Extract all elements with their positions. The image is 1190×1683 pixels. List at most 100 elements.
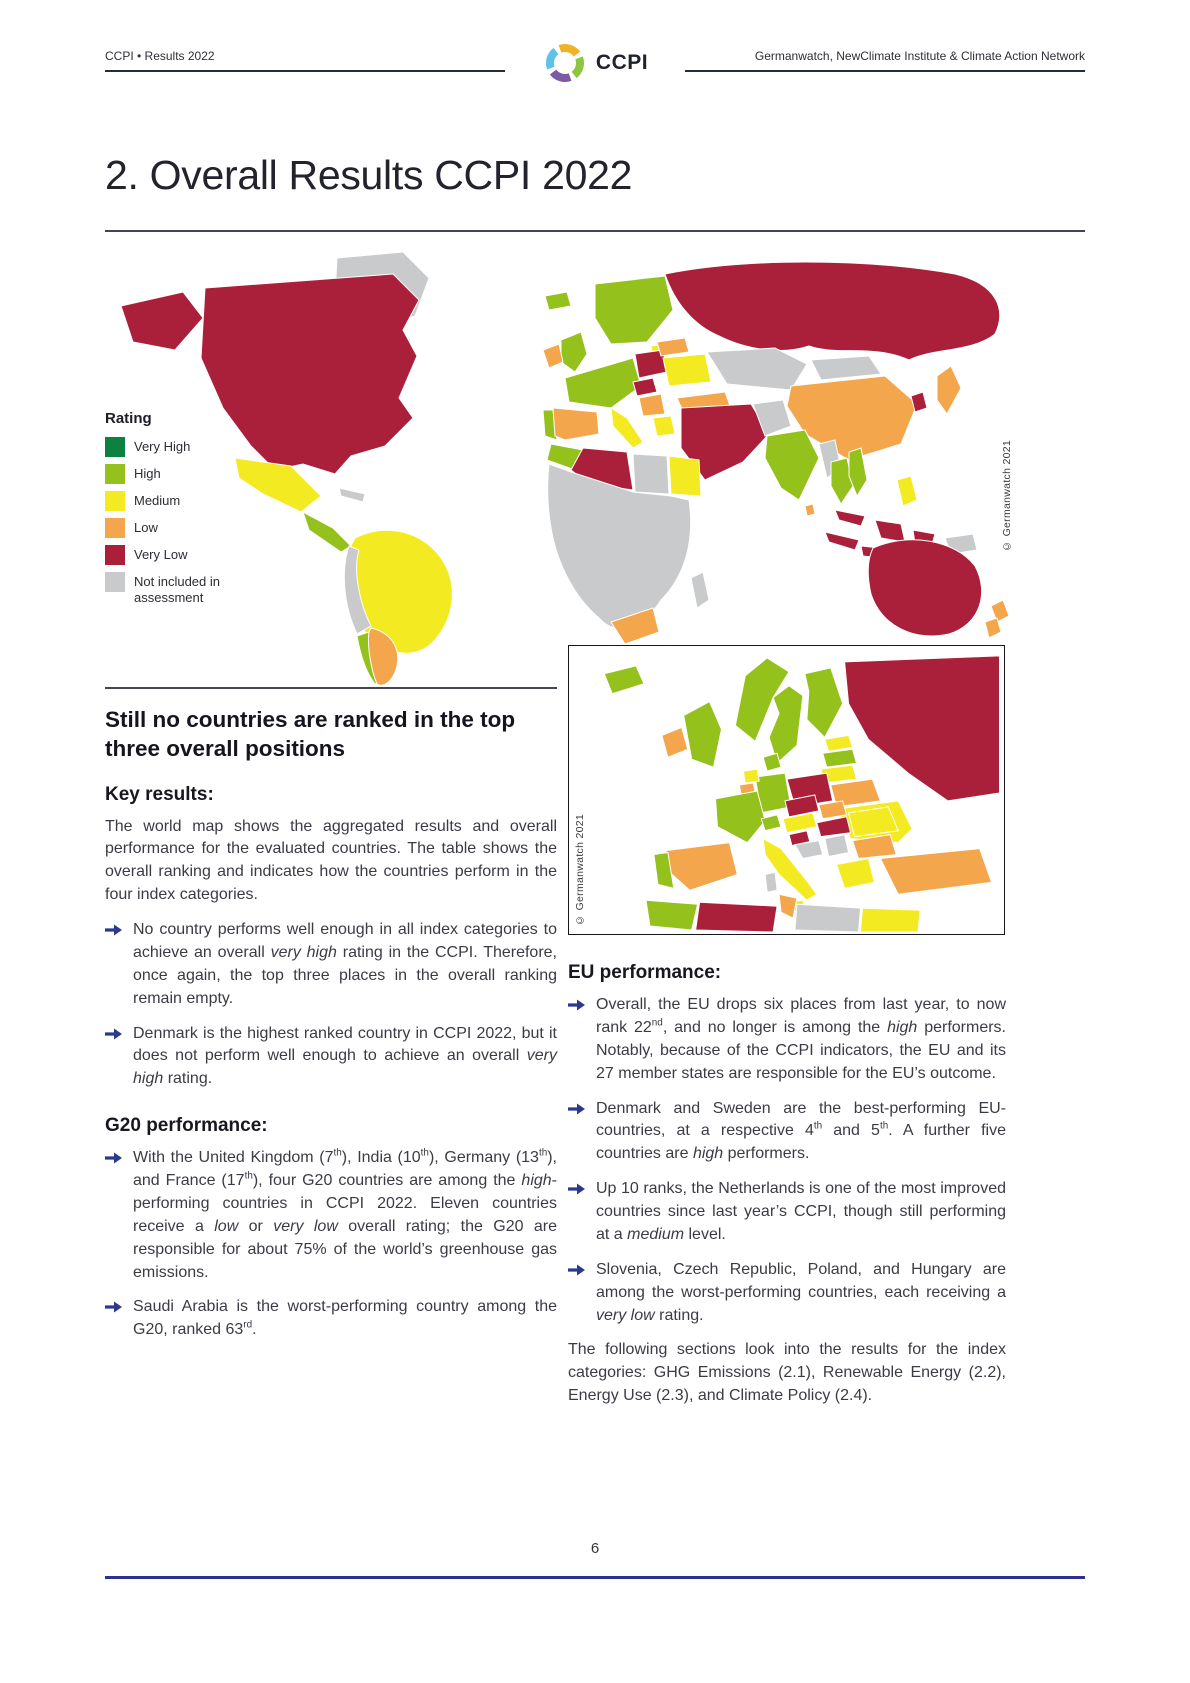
arrow-bullet-icon (568, 999, 585, 1011)
section-heading: Still no countries are ranked in the top… (105, 707, 516, 761)
country-south-korea (910, 391, 928, 413)
legend-swatch-not-included (105, 572, 125, 592)
legend-swatch-very-low (105, 545, 125, 565)
bullet-text: Saudi Arabia is the worst-performing cou… (133, 1298, 557, 1339)
country-china (786, 375, 918, 461)
key-results-intro: The world map shows the aggregated resul… (105, 817, 557, 904)
country-libya (794, 903, 862, 933)
bullet-item: Up 10 ranks, the Netherlands is one of t… (568, 1178, 1006, 1247)
country-spain (552, 407, 600, 441)
bullet-text: Up 10 ranks, the Netherlands is one of t… (596, 1180, 1006, 1243)
europe-map-copyright: © Germanwatch 2021 (574, 814, 586, 926)
country-hungary (816, 816, 852, 838)
region-central-america (302, 510, 352, 553)
country-ireland (542, 343, 564, 369)
country-india (764, 429, 820, 501)
country-turkey (879, 848, 993, 895)
island-sumatra (824, 531, 860, 551)
region-balkans (638, 393, 666, 417)
country-sri-lanka (804, 503, 816, 517)
eu-bullets: Overall, the EU drops six places from la… (568, 994, 1006, 1327)
bullet-item: Denmark and Sweden are the best-performi… (568, 1098, 1006, 1167)
country-switzerland (760, 814, 782, 832)
country-italy (762, 837, 818, 901)
country-norway (734, 657, 790, 743)
bullet-item: Overall, the EU drops six places from la… (568, 994, 1006, 1086)
legend-swatch-high (105, 464, 125, 484)
europe-map (603, 655, 1001, 933)
arrow-bullet-icon (105, 1152, 122, 1164)
country-serbia (824, 834, 850, 858)
bullet-text: Overall, the EU drops six places from la… (596, 996, 1006, 1082)
country-russia (844, 655, 1001, 802)
country-cuba (338, 487, 366, 503)
g20-heading: G20 performance: (105, 1115, 268, 1137)
legend-item: Low (105, 518, 255, 538)
country-netherlands (742, 768, 760, 784)
country-sweden (768, 685, 804, 765)
legend-item: Not included in assessment (105, 572, 255, 607)
rating-legend: Rating Very High High Medium Low Very Lo… (105, 410, 255, 614)
bullet-item: Saudi Arabia is the worst-performing cou… (105, 1296, 557, 1342)
arrow-bullet-icon (105, 1028, 122, 1040)
country-belarus (830, 778, 882, 808)
country-bulgaria (851, 834, 897, 860)
country-slovakia (818, 800, 848, 820)
header-left-text: CCPI • Results 2022 (105, 49, 505, 72)
country-portugal (653, 852, 675, 889)
country-denmark (762, 752, 782, 772)
bullet-text: Denmark and Sweden are the best-performi… (596, 1099, 1007, 1163)
legend-swatch-low (105, 518, 125, 538)
key-results-bullets: No country performs well enough in all i… (105, 919, 557, 1091)
country-malaysia (834, 509, 866, 527)
country-finland (804, 667, 844, 739)
bullet-item: Denmark is the highest ranked country in… (105, 1023, 557, 1092)
country-tunisia (778, 893, 798, 919)
bullet-item: With the United Kingdom (7th), India (10… (105, 1147, 557, 1284)
region-ukraine-romania (662, 353, 712, 387)
island-madagascar (690, 571, 710, 609)
bullet-text: With the United Kingdom (7th), India (10… (133, 1147, 558, 1281)
arrow-bullet-icon (105, 924, 122, 936)
ccpi-logo-text: CCPI (595, 51, 649, 74)
legend-item: High (105, 464, 255, 484)
legend-label: Low (134, 520, 158, 535)
legend-item: Very High (105, 437, 255, 457)
bullet-text: Denmark is the highest ranked country in… (133, 1024, 557, 1088)
world-map-copyright: © Germanwatch 2021 (1001, 440, 1013, 552)
legend-item: Very Low (105, 545, 255, 565)
region-usa-canada (200, 273, 420, 475)
world-map-section: Rating Very High High Medium Low Very Lo… (105, 250, 1085, 688)
bullet-item: Slovenia, Czech Republic, Poland, and Hu… (568, 1259, 1006, 1328)
footer-rule (105, 1576, 1085, 1579)
island-borneo (874, 519, 906, 543)
country-greece (836, 857, 875, 889)
country-spain (665, 842, 738, 891)
page-title: 2. Overall Results CCPI 2022 (105, 152, 633, 198)
country-greece (652, 415, 676, 437)
country-south-africa (610, 607, 660, 645)
region-scandinavia (594, 275, 674, 345)
country-latvia (822, 748, 858, 768)
country-mexico (234, 457, 322, 513)
section-divider (105, 687, 557, 689)
region-andes (343, 545, 372, 635)
bullet-text: Slovenia, Czech Republic, Poland, and Hu… (596, 1260, 1006, 1324)
region-central-asia (706, 347, 808, 391)
arrow-bullet-icon (568, 1103, 585, 1114)
country-egypt (668, 455, 702, 497)
country-iceland (544, 291, 572, 311)
country-estonia (824, 734, 854, 752)
eu-heading: EU performance: (568, 962, 722, 983)
country-alaska (120, 291, 204, 351)
country-mongolia (810, 355, 882, 381)
ccpi-logo: CCPI (505, 40, 685, 86)
legend-swatch-very-high (105, 437, 125, 457)
europe-inset-map: © Germanwatch 2021 (568, 645, 1005, 935)
legend-label: Very Low (134, 547, 188, 562)
title-divider (105, 230, 1085, 232)
country-morocco (645, 899, 699, 931)
region-france-germany (564, 357, 642, 409)
bullet-item: No country performs well enough in all i… (105, 919, 557, 1011)
